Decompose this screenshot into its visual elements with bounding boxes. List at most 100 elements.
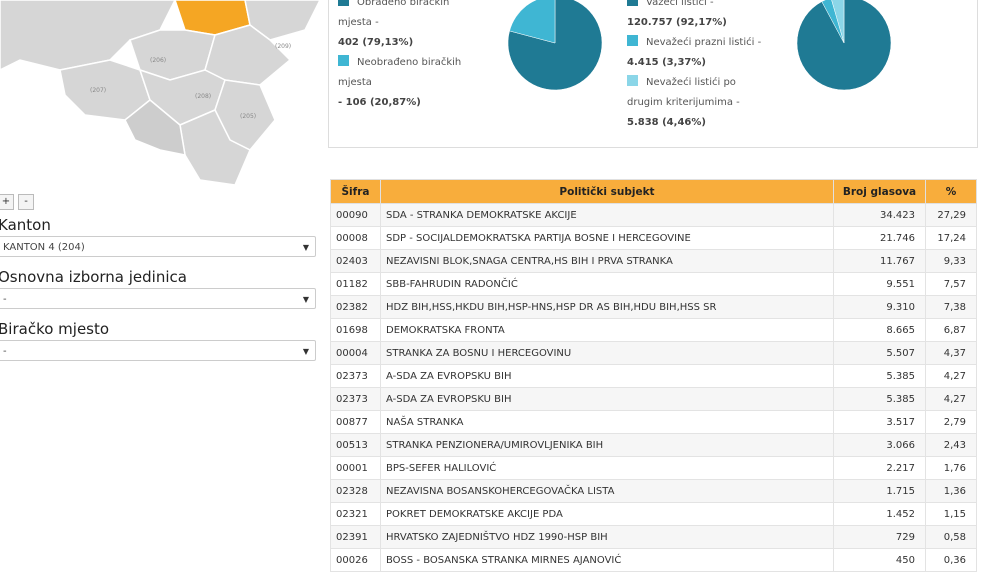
table-cell: 0,36 (925, 548, 977, 572)
table-cell: 00877 (330, 410, 381, 434)
table-row: 00026 BOSS - BOSANSKA STRANKA MIRNES AJAN… (330, 548, 977, 572)
table-cell: 3.066 (833, 433, 926, 457)
legend-detail: - 106 (20,87%) (338, 93, 478, 113)
svg-text:(209): (209) (275, 43, 291, 50)
table-cell: BPS-SEFER HALILOVIĆ (380, 456, 834, 480)
table-cell: 7,38 (925, 295, 977, 319)
table-cell: 8.665 (833, 318, 926, 342)
table-row: 02373 A-SDA ZA EVROPSKU BIH 5.385 4,27 (330, 387, 977, 411)
select[interactable]: - ▼ (0, 288, 316, 309)
table-cell: 5.507 (833, 341, 926, 365)
filter-label: Osnovna izborna jedinica (0, 268, 187, 286)
table-cell: NAŠA STRANKA (380, 410, 834, 434)
legend-label: Obrađeno biračkih mjesta - (338, 0, 450, 28)
pie-slice (831, 0, 845, 44)
table-row: 02328 NEZAVISNA BOSANSKOHERCEGOVAČKA LIST… (330, 479, 977, 503)
svg-text:(205): (205) (240, 113, 256, 120)
pie-slice (509, 0, 556, 44)
table-cell: DEMOKRATSKA FRONTA (380, 318, 834, 342)
zoom-in-button[interactable]: + (0, 194, 14, 210)
table-cell: 34.423 (833, 203, 926, 227)
legend: Obrađeno biračkih mjesta - 402 (79,13%) Ne… (338, 0, 478, 113)
table-row: 02373 A-SDA ZA EVROPSKU BIH 5.385 4,27 (330, 364, 977, 388)
select[interactable]: KANTON 4 (204) ▼ (0, 236, 316, 257)
table-cell: 1,76 (925, 456, 977, 480)
table-cell: NEZAVISNA BOSANSKOHERCEGOVAČKA LISTA (380, 479, 834, 503)
table-cell: SBB-FAHRUDIN RADONČIĆ (380, 272, 834, 296)
header-row: Šifra Politički subjekt Broj glasova% (330, 179, 977, 204)
results-table-wrap: Šifra Politički subjekt Broj glasova% 00090… (330, 179, 977, 572)
table-cell: 00513 (330, 433, 381, 457)
legend-value: - 106 (20,87%) (338, 97, 421, 108)
table-cell: 02391 (330, 525, 381, 549)
table-cell: 00026 (330, 548, 381, 572)
table-cell: 729 (833, 525, 926, 549)
table-row: 01698 DEMOKRATSKA FRONTA 8.665 6,87 (330, 318, 977, 342)
legend-swatch (338, 55, 349, 66)
table-row: 02391 HRVATSKO ZAJEDNIŠTVO HDZ 1990-HSP B… (330, 525, 977, 549)
table-cell: 21.746 (833, 226, 926, 250)
legend-value: 5.838 (4,46%) (627, 117, 706, 128)
column-header: Šifra (330, 179, 381, 204)
legend-item: Neobrađeno biračkih mjesta (338, 53, 478, 93)
table-cell: 4,27 (925, 387, 977, 411)
table-cell: 00090 (330, 203, 381, 227)
table-cell: 2,43 (925, 433, 977, 457)
svg-text:(207): (207) (90, 87, 106, 94)
table-cell: 01182 (330, 272, 381, 296)
table-cell: 9,33 (925, 249, 977, 273)
table-cell: 4,37 (925, 341, 977, 365)
table-row: 01182 SBB-FAHRUDIN RADONČIĆ 9.551 7,57 (330, 272, 977, 296)
table-row: 02403 NEZAVISNI BLOK,SNAGA CENTRA,HS BIH … (330, 249, 977, 273)
table-row: 02321 POKRET DEMOKRATSKE AKCIJE PDA 1.452 1… (330, 502, 977, 526)
table-cell: 00004 (330, 341, 381, 365)
table-cell: HRVATSKO ZAJEDNIŠTVO HDZ 1990-HSP BIH (380, 525, 834, 549)
table-cell: 1.452 (833, 502, 926, 526)
table-row: 00877 NAŠA STRANKA 3.517 2,79 (330, 410, 977, 434)
select-value: - (3, 346, 7, 357)
legend-swatch (627, 35, 638, 46)
table-cell: POKRET DEMOKRATSKE AKCIJE PDA (380, 502, 834, 526)
legend-swatch (338, 0, 349, 6)
legend-value: 120.757 (92,17%) (627, 17, 727, 28)
table-cell: 01698 (330, 318, 381, 342)
legend-label: Neobrađeno biračkih mjesta (338, 57, 462, 88)
table-cell: 02403 (330, 249, 381, 273)
legend-detail: 120.757 (92,17%) (627, 13, 767, 33)
table-row: 00090 SDA - STRANKA DEMOKRATSKE AKCIJE 34.… (330, 203, 977, 227)
table-cell: 00008 (330, 226, 381, 250)
pie-slice (821, 0, 845, 44)
table-cell: 5.385 (833, 364, 926, 388)
column-header: % (925, 179, 977, 204)
results-table: Šifra Politički subjekt Broj glasova% 00090… (330, 179, 977, 572)
legend-swatch (627, 75, 638, 86)
svg-text:(206): (206) (150, 57, 166, 64)
legend-label: Nevažeći prazni listići - (646, 37, 762, 48)
select-arrow: ▼ (302, 347, 309, 356)
table-cell: 4,27 (925, 364, 977, 388)
zoom-out-button[interactable]: - (18, 194, 34, 210)
pie-slice (507, 0, 603, 90)
table-cell: 5.385 (833, 387, 926, 411)
legend-detail: 4.415 (3,37%) (627, 53, 767, 73)
legend-detail: 5.838 (4,46%) (627, 113, 767, 133)
table-row: 00004 STRANKA ZA BOSNU I HERCEGOVINU 5.507… (330, 341, 977, 365)
table-cell: 02321 (330, 502, 381, 526)
table-cell: 02382 (330, 295, 381, 319)
table-cell: A-SDA ZA EVROPSKU BIH (380, 387, 834, 411)
svg-text:(208): (208) (195, 93, 211, 100)
table-cell: 1.715 (833, 479, 926, 503)
table-cell: 0,58 (925, 525, 977, 549)
table-cell: 9.310 (833, 295, 926, 319)
select[interactable]: - ▼ (0, 340, 316, 361)
legend: Važeći listići - 120.757 (92,17%) Nevažeći… (627, 0, 767, 133)
legend-item: Obrađeno biračkih mjesta - (338, 0, 478, 33)
table-cell: NEZAVISNI BLOK,SNAGA CENTRA,HS BIH I PRV… (380, 249, 834, 273)
table-cell: 2.217 (833, 456, 926, 480)
table-cell: SDA - STRANKA DEMOKRATSKE AKCIJE (380, 203, 834, 227)
table-cell: 27,29 (925, 203, 977, 227)
table-cell: SDP - SOCIJALDEMOKRATSKA PARTIJA BOSNE I… (380, 226, 834, 250)
legend-value: 4.415 (3,37%) (627, 57, 706, 68)
column-header: Broj glasova (833, 179, 926, 204)
